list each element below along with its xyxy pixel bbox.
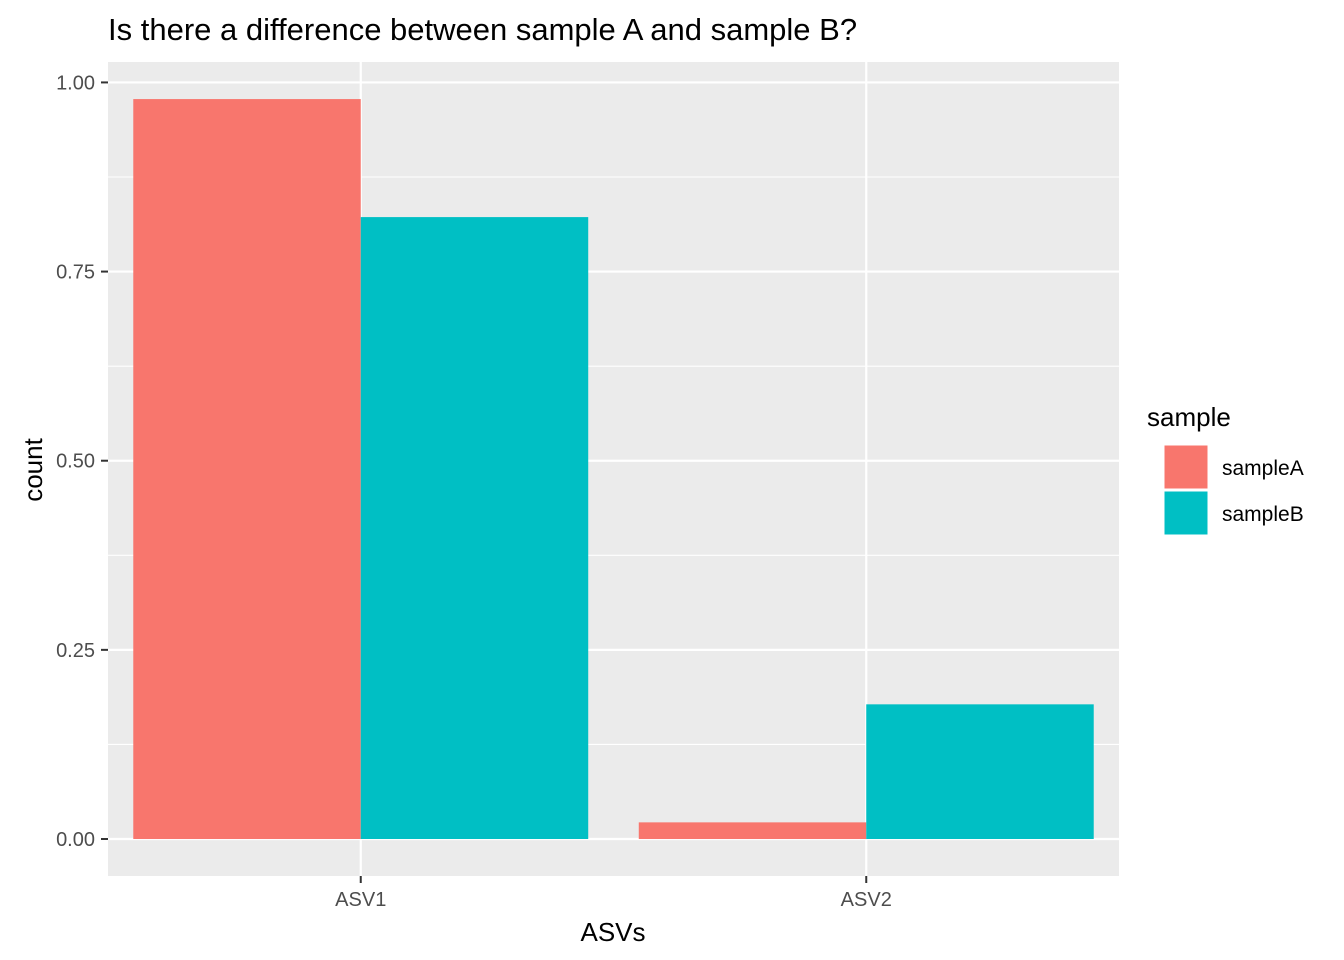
x-axis: ASV1 ASV2 (335, 876, 892, 911)
y-tick-label: 0.50 (56, 451, 95, 473)
x-tick-label: ASV1 (335, 889, 386, 911)
y-axis-title: count (18, 437, 48, 501)
legend-label-sampleB: sampleB (1222, 503, 1304, 526)
legend: sample sampleA sampleB (1147, 402, 1304, 536)
y-tick-label: 1.00 (56, 72, 95, 94)
bars (133, 99, 1094, 840)
legend-key-sampleB (1163, 490, 1209, 536)
y-tick-label: 0.25 (56, 640, 95, 662)
bar-sampleB-ASV1 (360, 217, 589, 840)
legend-title: sample (1147, 402, 1231, 432)
x-tick-label: ASV2 (841, 889, 892, 911)
x-axis-title: ASVs (580, 917, 645, 947)
chart-title: Is there a difference between sample A a… (108, 12, 857, 47)
bar-sampleA-ASV1 (133, 99, 361, 840)
legend-label-sampleA: sampleA (1222, 457, 1304, 480)
y-axis: 0.00 0.25 0.50 0.75 1.00 (56, 72, 108, 851)
y-tick-label: 0.75 (56, 262, 95, 284)
legend-key-sampleA (1163, 444, 1209, 490)
bar-sampleA-ASV2 (638, 822, 867, 840)
y-tick-label: 0.00 (56, 829, 95, 851)
bar-sampleB-ASV2 (866, 704, 1094, 840)
